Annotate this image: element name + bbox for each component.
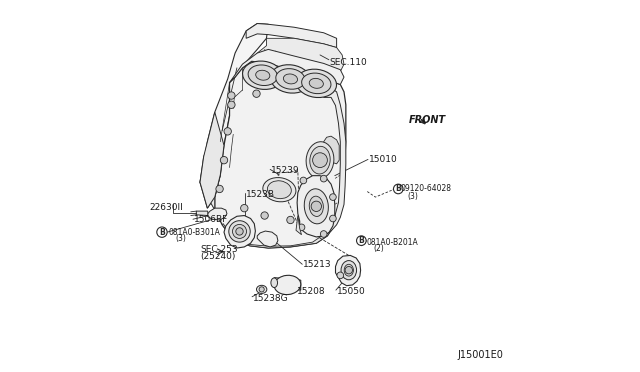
Circle shape	[321, 231, 327, 237]
Text: B: B	[159, 228, 165, 237]
Ellipse shape	[243, 61, 283, 89]
Polygon shape	[215, 61, 346, 248]
Text: (3): (3)	[175, 234, 186, 243]
Text: 081A0-B201A: 081A0-B201A	[366, 238, 418, 247]
Polygon shape	[252, 38, 344, 71]
Circle shape	[261, 212, 268, 219]
Ellipse shape	[257, 285, 267, 294]
Circle shape	[216, 185, 223, 193]
Polygon shape	[335, 256, 360, 286]
Ellipse shape	[248, 65, 277, 86]
Polygon shape	[257, 231, 278, 247]
Ellipse shape	[309, 78, 323, 88]
Ellipse shape	[232, 224, 246, 238]
Polygon shape	[200, 112, 224, 208]
Ellipse shape	[306, 142, 334, 179]
Circle shape	[253, 90, 260, 97]
Polygon shape	[200, 23, 268, 208]
Ellipse shape	[309, 196, 323, 217]
Text: 1506BF: 1506BF	[194, 215, 228, 224]
Circle shape	[300, 177, 307, 184]
Text: (2): (2)	[374, 244, 384, 253]
Circle shape	[311, 201, 321, 211]
Circle shape	[356, 236, 366, 246]
Circle shape	[330, 194, 336, 201]
Circle shape	[220, 157, 228, 164]
Text: (25240): (25240)	[200, 251, 236, 261]
Polygon shape	[274, 278, 301, 290]
Text: (3): (3)	[408, 192, 419, 201]
Ellipse shape	[344, 264, 353, 276]
Ellipse shape	[268, 181, 291, 199]
Circle shape	[328, 212, 335, 219]
Text: 15050: 15050	[337, 287, 365, 296]
Text: FRONT: FRONT	[408, 115, 445, 125]
Polygon shape	[196, 211, 208, 215]
Polygon shape	[224, 215, 255, 248]
Circle shape	[287, 216, 294, 224]
Ellipse shape	[310, 146, 330, 174]
Ellipse shape	[229, 221, 250, 242]
Text: 15239: 15239	[271, 166, 300, 175]
Ellipse shape	[341, 260, 356, 280]
Text: 15238G: 15238G	[253, 294, 289, 303]
Ellipse shape	[271, 278, 278, 288]
Polygon shape	[324, 86, 346, 236]
Circle shape	[236, 228, 243, 235]
Text: 15010: 15010	[369, 155, 397, 164]
Circle shape	[394, 184, 403, 194]
Text: 081A0-B301A: 081A0-B301A	[168, 228, 221, 237]
Circle shape	[298, 224, 305, 231]
Polygon shape	[222, 224, 335, 248]
Circle shape	[157, 227, 167, 237]
Ellipse shape	[275, 275, 301, 295]
Ellipse shape	[284, 74, 298, 84]
Ellipse shape	[276, 69, 305, 89]
Polygon shape	[296, 215, 301, 235]
Ellipse shape	[301, 73, 331, 94]
Text: B: B	[358, 236, 364, 245]
Text: B: B	[396, 185, 401, 193]
Circle shape	[259, 287, 264, 292]
Text: J15001E0: J15001E0	[458, 350, 503, 360]
Ellipse shape	[270, 65, 310, 93]
Polygon shape	[200, 142, 222, 210]
Circle shape	[312, 153, 328, 167]
Ellipse shape	[263, 177, 296, 202]
Circle shape	[330, 215, 336, 222]
Ellipse shape	[304, 189, 328, 224]
Ellipse shape	[256, 70, 270, 80]
Polygon shape	[230, 49, 344, 84]
Text: SEC.253: SEC.253	[200, 245, 237, 254]
Circle shape	[321, 175, 327, 182]
Polygon shape	[207, 208, 227, 220]
Text: 09120-64028: 09120-64028	[401, 185, 451, 193]
Text: 15208: 15208	[297, 287, 326, 296]
Circle shape	[312, 216, 320, 224]
Text: 22630II: 22630II	[149, 203, 183, 212]
Circle shape	[337, 272, 344, 279]
Text: SEC.110: SEC.110	[329, 58, 367, 67]
Polygon shape	[297, 176, 335, 237]
Text: 1523B: 1523B	[246, 190, 275, 199]
Circle shape	[228, 92, 235, 99]
Circle shape	[241, 205, 248, 212]
Polygon shape	[246, 23, 337, 48]
Polygon shape	[324, 136, 339, 164]
Circle shape	[228, 101, 235, 109]
Circle shape	[345, 266, 353, 274]
Text: 15213: 15213	[303, 260, 332, 269]
Ellipse shape	[296, 69, 337, 97]
Circle shape	[224, 128, 232, 135]
